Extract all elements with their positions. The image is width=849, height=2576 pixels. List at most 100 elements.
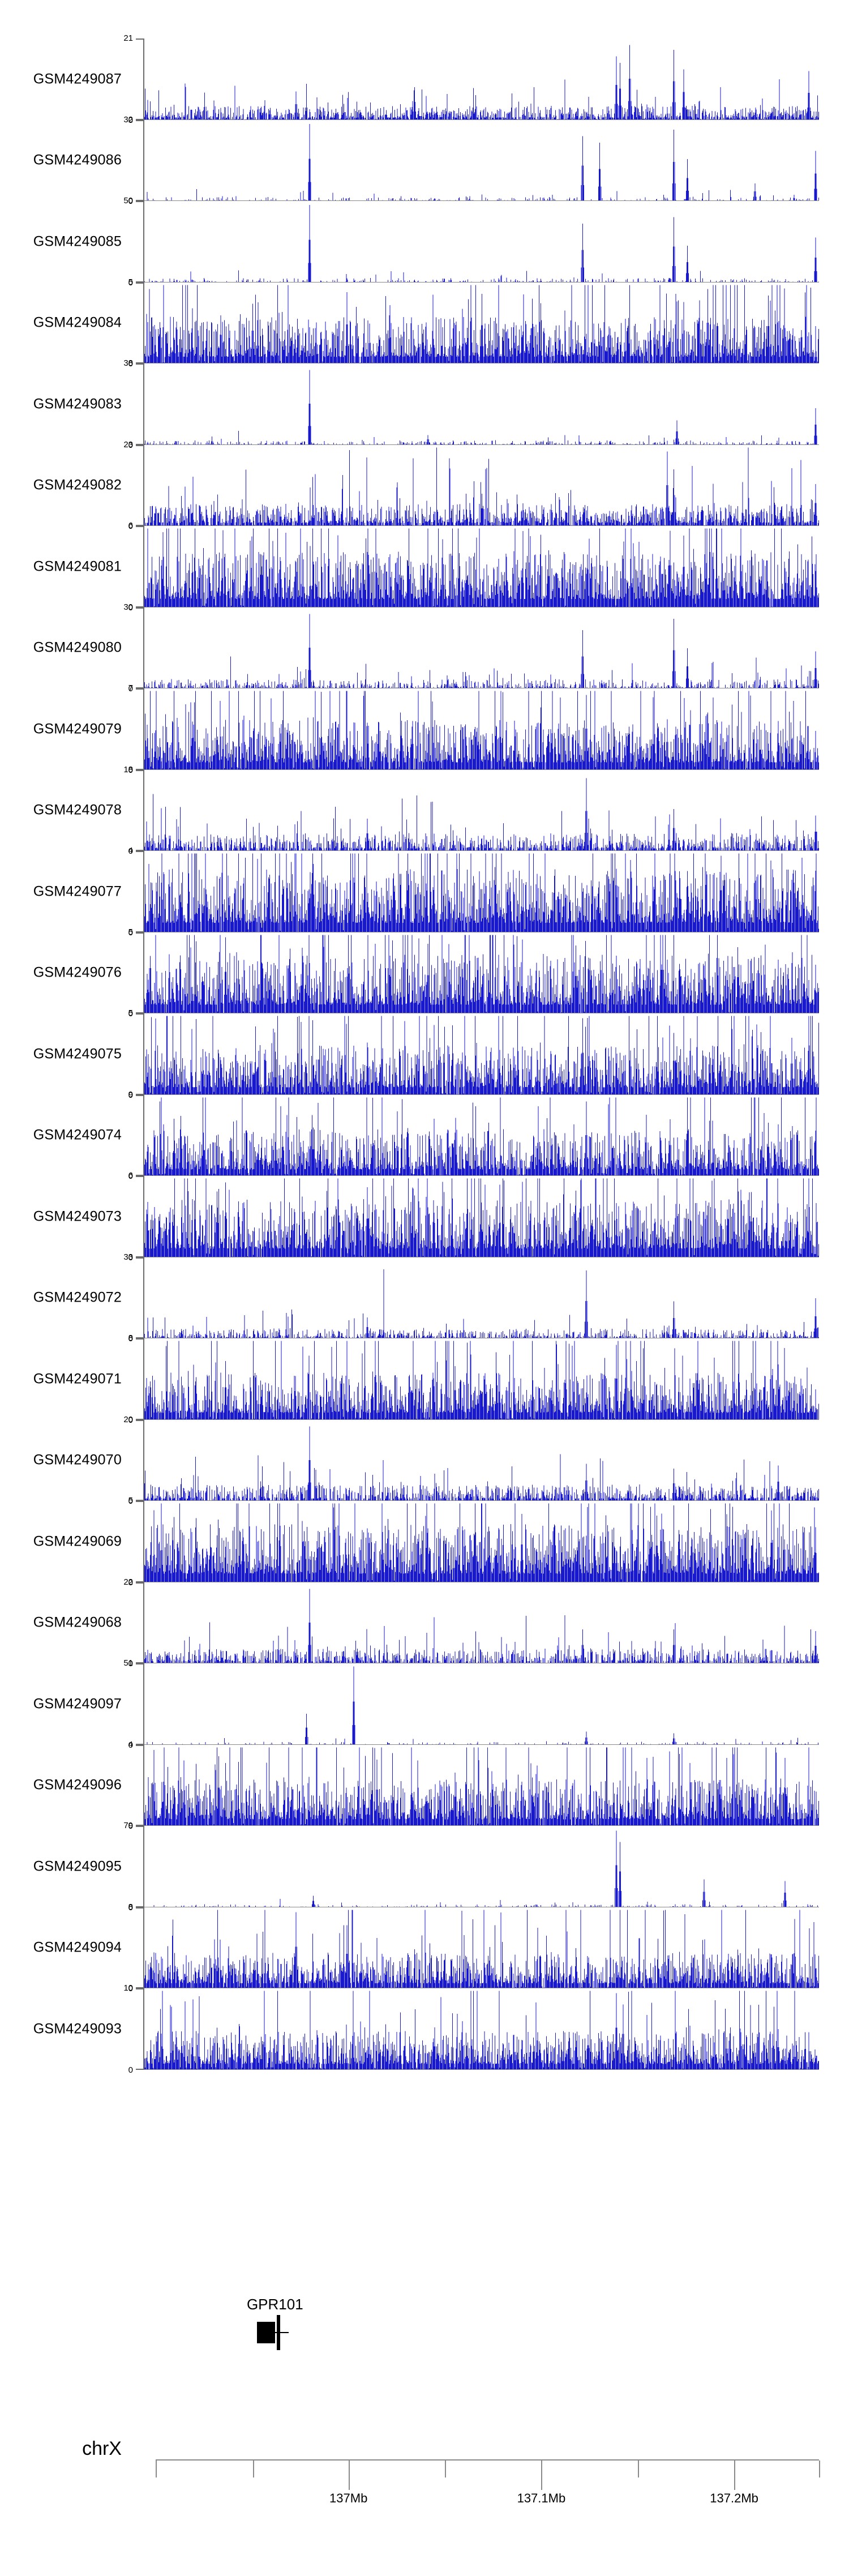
track-row[interactable]: GSM4249097 51 0 (0, 1658, 849, 1750)
track-plot[interactable]: 50 0 (123, 196, 819, 288)
track-plot[interactable]: 20 0 (123, 1415, 819, 1506)
y-axis-label-min: 0 (128, 1009, 133, 1019)
y-axis-label-min: 0 (128, 1252, 133, 1263)
coverage-signal (144, 526, 819, 607)
y-axis-tick-min (136, 1012, 143, 1013)
y-axis-label-min: 0 (128, 1740, 133, 1750)
track-baseline (144, 444, 819, 445)
track-plot[interactable]: 23 0 (123, 440, 819, 531)
track-row[interactable]: GSM4249082 23 0 (0, 440, 849, 531)
y-axis-label-min: 0 (128, 927, 133, 938)
track-baseline (144, 281, 819, 283)
track-label-gsm4249071: GSM4249071 (33, 1371, 122, 1387)
y-axis-tick-min (136, 200, 143, 201)
track-label-gsm4249080: GSM4249080 (33, 639, 122, 656)
y-axis-tick-max (136, 1501, 143, 1502)
track-plot[interactable]: 38 0 (123, 358, 819, 450)
y-axis-label-max: 10 (123, 1983, 133, 1993)
track-label-gsm4249079: GSM4249079 (33, 721, 122, 737)
y-axis-tick-max (136, 444, 143, 446)
track-row[interactable]: GSM4249083 38 0 (0, 358, 849, 450)
track-plot[interactable]: 22 0 (123, 1577, 819, 1668)
y-axis-tick-min (136, 1662, 143, 1663)
y-axis-label-min: 0 (128, 1659, 133, 1668)
y-axis-tick-min (136, 1256, 143, 1257)
y-axis-label-min: 0 (128, 1171, 133, 1181)
track-row[interactable]: GSM4249078 18 0 (0, 765, 849, 856)
y-axis-line (143, 1988, 144, 2070)
track-label-gsm4249072: GSM4249072 (33, 1289, 122, 1306)
y-axis-label-min: 0 (128, 1415, 133, 1425)
track-plot[interactable]: 33 0 (123, 1252, 819, 1343)
track-row[interactable]: GSM4249072 33 0 (0, 1252, 849, 1343)
track-row[interactable]: GSM4249096 4 0 (0, 1740, 849, 1831)
track-row[interactable]: GSM4249084 5 0 (0, 277, 849, 369)
track-label-gsm4249085: GSM4249085 (33, 233, 122, 250)
track-plot[interactable]: 32 0 (123, 115, 819, 206)
axis-tick (252, 2461, 254, 2477)
y-axis-label-max: 23 (123, 439, 133, 450)
track-row[interactable]: GSM4249094 8 0 (0, 1902, 849, 1993)
track-row[interactable]: GSM4249071 8 0 (0, 1333, 849, 1425)
track-row[interactable]: GSM4249073 6 0 (0, 1171, 849, 1263)
y-axis-line (143, 1582, 144, 1663)
track-plot[interactable]: 51 0 (123, 1658, 819, 1750)
track-row[interactable]: GSM4249093 10 0 (0, 1983, 849, 2075)
y-axis-tick-min (136, 1825, 143, 1826)
track-row[interactable]: GSM4249068 22 0 (0, 1577, 849, 1668)
y-axis-label-max: 21 (123, 33, 133, 43)
track-baseline (144, 2069, 819, 2070)
track-row[interactable]: GSM4249095 79 0 (0, 1821, 849, 1912)
track-plot[interactable]: 79 0 (123, 1821, 819, 1912)
y-axis-tick-max (136, 1257, 143, 1259)
track-row[interactable]: GSM4249085 50 0 (0, 196, 849, 288)
track-row[interactable]: GSM4249075 5 0 (0, 1008, 849, 1100)
track-baseline (144, 1175, 819, 1176)
track-plot[interactable]: 10 0 (123, 1983, 819, 2075)
track-baseline (144, 1825, 819, 1826)
track-label-gsm4249087: GSM4249087 (33, 71, 122, 87)
track-row[interactable]: GSM4249081 6 0 (0, 521, 849, 613)
coverage-signal (144, 1176, 819, 1257)
track-plot[interactable]: 18 0 (123, 765, 819, 856)
track-row[interactable]: GSM4249076 5 0 (0, 927, 849, 1019)
y-axis-label-max: 6 (128, 1171, 133, 1180)
track-row[interactable]: GSM4249079 7 0 (0, 683, 849, 775)
y-axis-line (143, 1419, 144, 1501)
y-axis-tick-max (136, 1988, 143, 1989)
track-row[interactable]: GSM4249080 30 0 (0, 602, 849, 694)
track-label-gsm4249069: GSM4249069 (33, 1533, 122, 1550)
y-axis-tick-max (136, 1338, 143, 1340)
track-plot[interactable]: 30 0 (123, 602, 819, 694)
y-axis-tick-max (136, 526, 143, 527)
track-baseline (144, 525, 819, 526)
y-axis-label-min: 0 (128, 359, 133, 369)
track-row[interactable]: GSM4249086 32 0 (0, 115, 849, 206)
track-row[interactable]: GSM4249070 20 0 (0, 1415, 849, 1506)
track-row[interactable]: GSM4249087 21 0 (0, 33, 849, 125)
y-axis-tick-max (136, 1176, 143, 1177)
track-row[interactable]: GSM4249069 5 0 (0, 1496, 849, 1587)
y-axis-label-min: 0 (128, 1577, 133, 1587)
y-axis-tick-min (136, 768, 143, 770)
coverage-signal (144, 1663, 819, 1745)
track-plot[interactable]: 21 0 (123, 33, 819, 125)
y-axis-label-max: 33 (123, 1252, 133, 1262)
track-row[interactable]: GSM4249074 9 0 (0, 1090, 849, 1181)
track-row[interactable]: GSM4249077 4 0 (0, 846, 849, 938)
y-axis-label-min: 0 (128, 277, 133, 288)
y-axis-tick-min (136, 1743, 143, 1745)
y-axis-label-max: 4 (128, 1739, 133, 1749)
